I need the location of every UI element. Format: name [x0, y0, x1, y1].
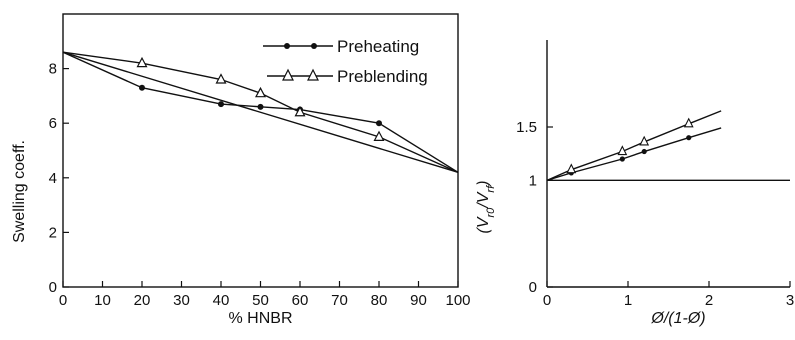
data-point-dot — [641, 148, 647, 155]
legend-marker-triangle — [307, 68, 319, 81]
volume-ratio-chart: 0 1 2 3 0 1 1.5 Ø/(1-Ø) (Vr0/Vrf) — [475, 40, 794, 327]
y-axis-label-part: (V — [475, 216, 492, 233]
data-point-dot — [218, 101, 224, 108]
data-point-triangle — [255, 86, 266, 98]
data-point-dot — [257, 103, 264, 110]
data-point-dot — [376, 120, 382, 127]
x-tick-label: 30 — [173, 292, 190, 309]
data-point-triangle — [136, 56, 148, 68]
y-tick-label: 1.5 — [516, 119, 537, 136]
data-point-triangle — [639, 135, 650, 146]
y-axis-label-subscript: rf — [485, 185, 497, 193]
x-tick-label: 2 — [705, 292, 713, 309]
data-point-triangle — [566, 163, 577, 174]
data-point-triangle — [373, 130, 385, 141]
data-point-triangle — [683, 117, 694, 128]
y-tick-label: 0 — [49, 279, 57, 296]
x-tick-label: 80 — [371, 292, 388, 309]
x-tick-label: 0 — [59, 292, 67, 309]
x-axis-label: % HNBR — [228, 310, 292, 327]
y-tick-label: 4 — [49, 170, 57, 187]
series-line — [546, 127, 722, 182]
data-point-dot — [686, 135, 692, 141]
legend-marker-dot — [284, 43, 290, 49]
x-tick-label: 3 — [786, 292, 794, 309]
data-point-dot — [619, 156, 625, 162]
legend-marker-dot — [311, 43, 317, 49]
x-tick-label: 100 — [445, 292, 470, 309]
data-point-triangle — [617, 145, 628, 156]
x-tick-label: 70 — [331, 292, 348, 309]
y-axis-label: Swelling coeff. — [11, 140, 28, 243]
x-tick-label: 50 — [252, 292, 269, 309]
data-point-dot — [139, 84, 145, 91]
swelling-coefficient-chart: 0 10 20 30 40 50 60 70 80 90 100 0 2 4 6 8 % HNBR Swellin… — [11, 13, 471, 327]
y-axis-label-part: /V — [475, 191, 492, 208]
x-tick-label: 10 — [94, 292, 111, 309]
y-axis-label: (Vr0/Vrf) — [475, 181, 497, 234]
y-tick-label: 6 — [49, 115, 57, 132]
legend-label: Preheating — [337, 37, 419, 56]
x-tick-label: 1 — [624, 292, 632, 309]
x-tick-label: 90 — [410, 292, 427, 309]
data-point-triangle — [215, 73, 227, 84]
y-axis-label-part: ) — [475, 181, 492, 188]
y-tick-label: 1 — [529, 172, 537, 189]
series-line — [62, 51, 459, 174]
x-tick-label: 60 — [292, 292, 309, 309]
y-tick-label: 2 — [49, 224, 57, 241]
x-tick-label: 40 — [213, 292, 230, 309]
x-tick-label: 0 — [543, 292, 551, 309]
data-point-triangle — [294, 105, 306, 117]
y-axis-label-subscript: r0 — [485, 207, 497, 218]
y-tick-label: 8 — [49, 61, 57, 78]
series-line — [546, 110, 722, 181]
x-axis-label: Ø/(1-Ø) — [650, 310, 705, 327]
legend-label: Preblending — [337, 67, 428, 86]
legend-marker-triangle — [282, 68, 294, 81]
x-tick-label: 20 — [134, 292, 151, 309]
y-tick-label: 0 — [529, 279, 537, 296]
